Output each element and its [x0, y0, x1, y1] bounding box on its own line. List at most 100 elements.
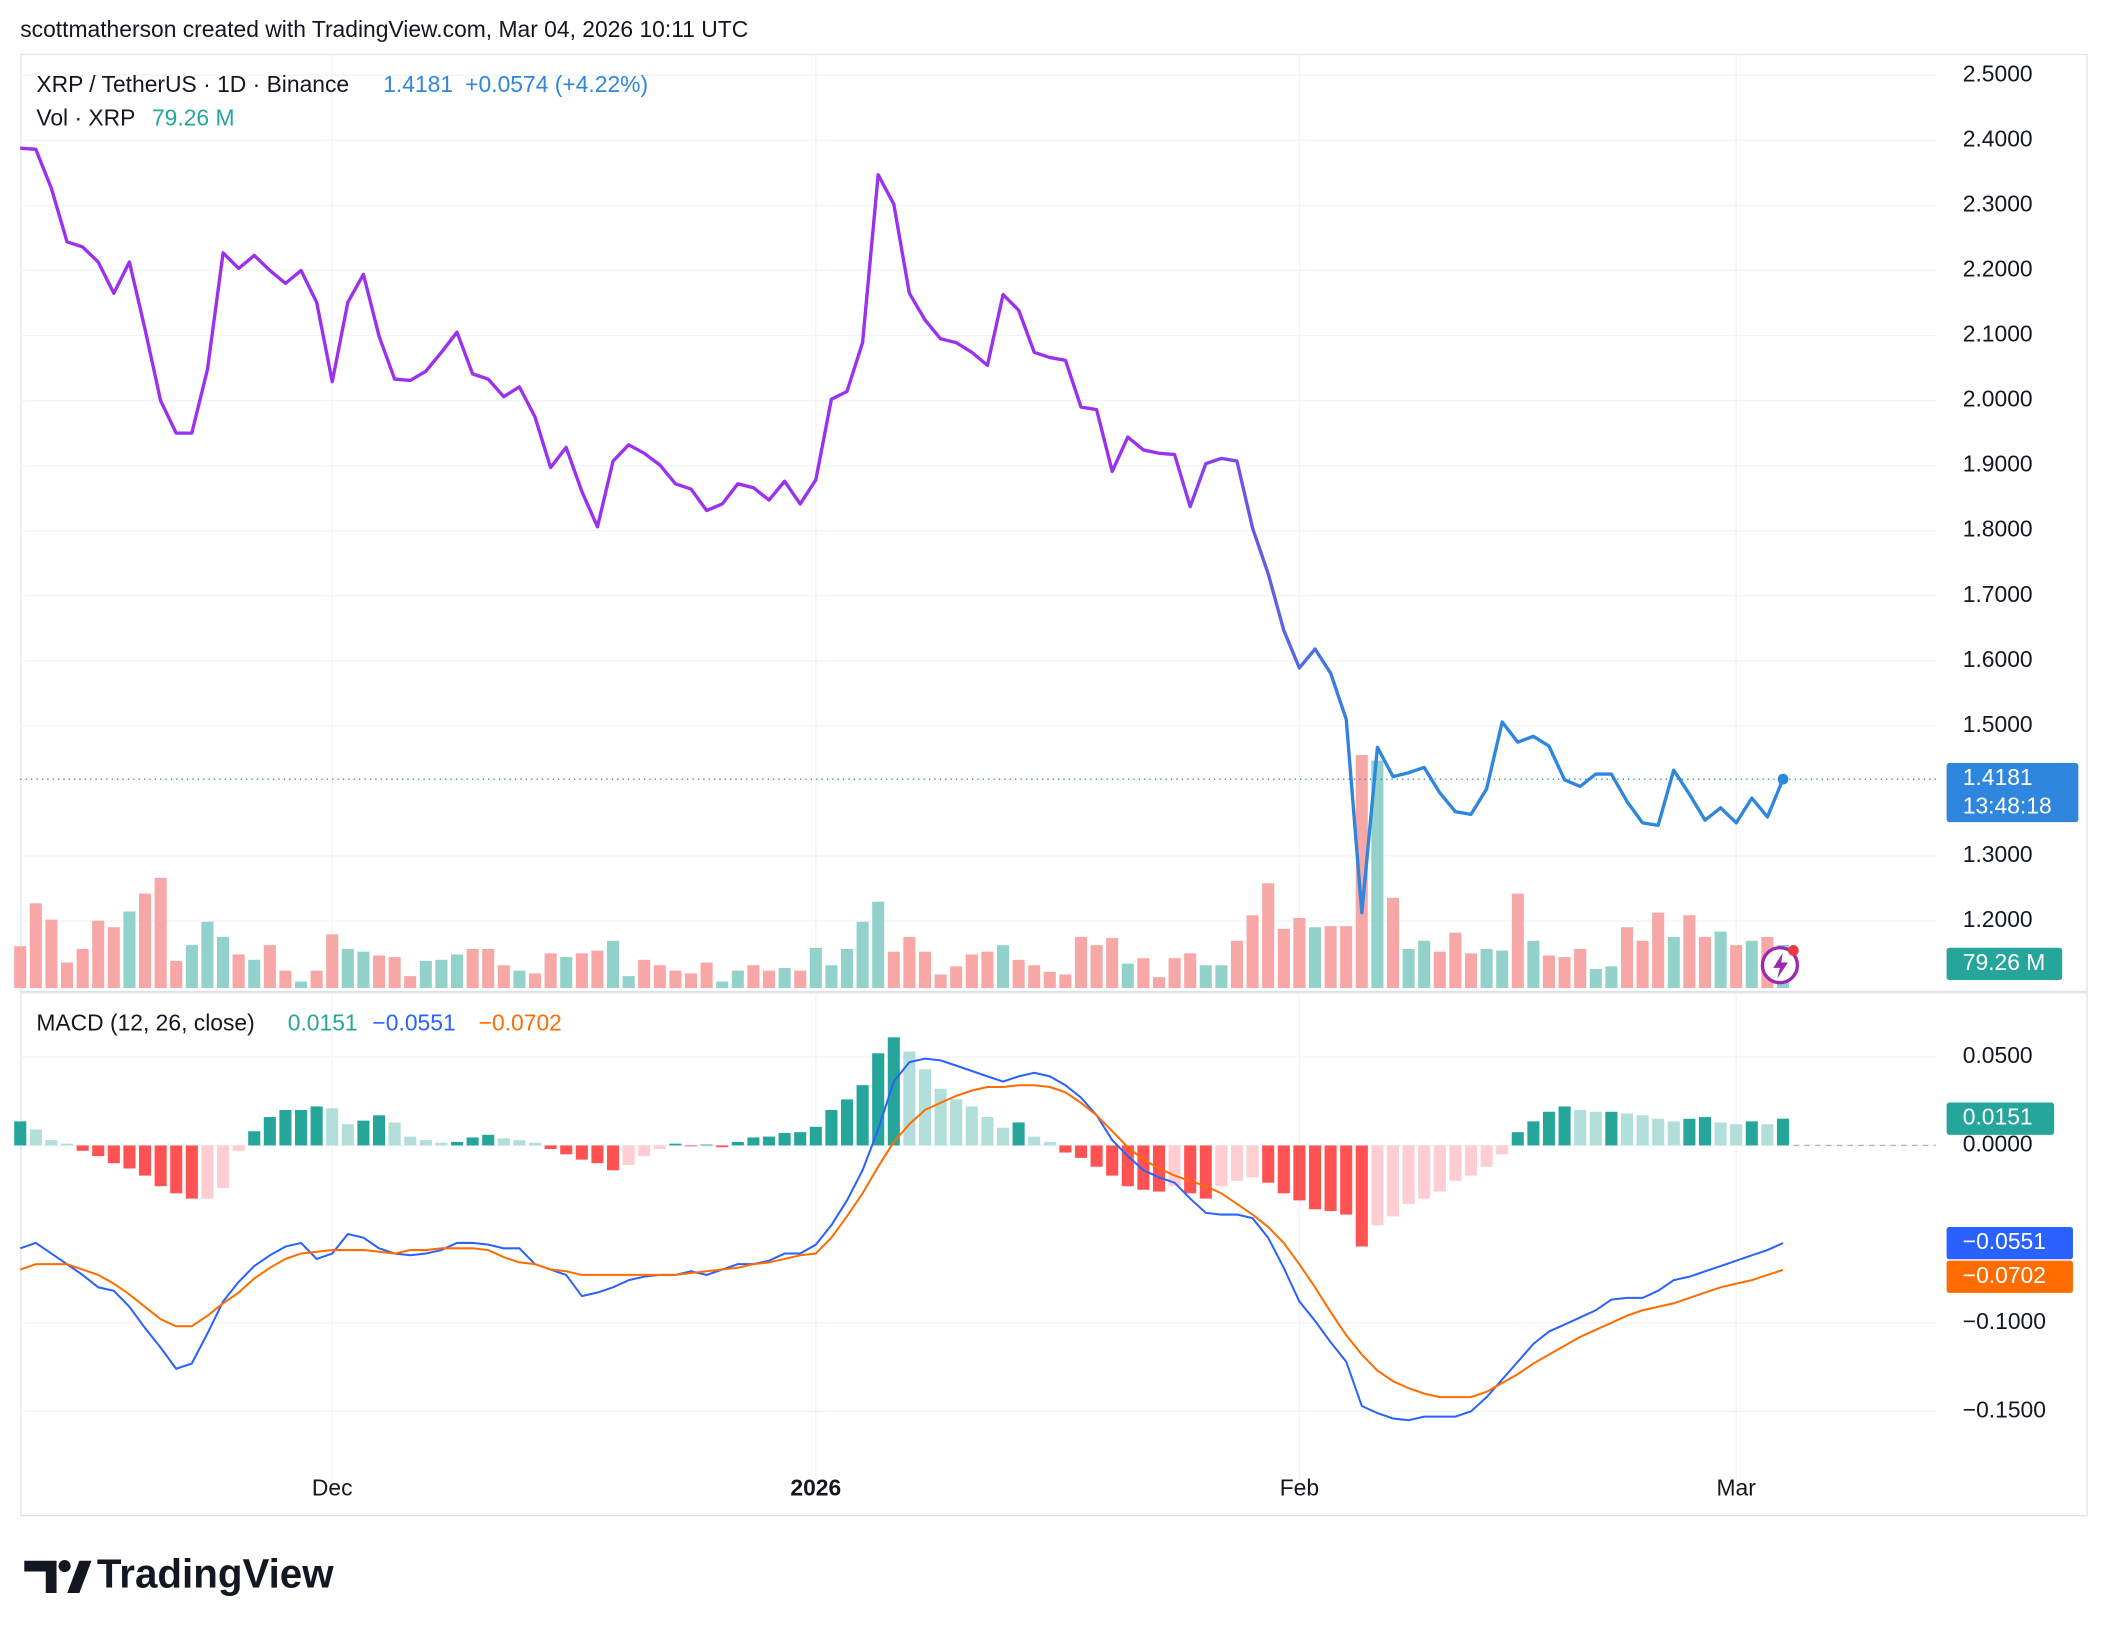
histogram-bar — [1480, 1145, 1493, 1167]
histogram-bar — [1246, 1145, 1259, 1178]
histogram-bar — [1418, 1145, 1431, 1199]
histogram-bar — [248, 1131, 261, 1146]
volume-bar — [1605, 966, 1618, 989]
volume-bar — [450, 954, 464, 989]
y-tick-label: 1.6000 — [1963, 646, 2033, 672]
histogram-bar — [1496, 1145, 1509, 1155]
histogram-bar — [419, 1140, 432, 1146]
volume-bar — [528, 973, 542, 989]
volume-bar — [1152, 977, 1166, 989]
histogram-bar — [622, 1145, 635, 1165]
volume-bar — [825, 965, 838, 989]
volume-bar — [560, 957, 573, 989]
volume-bar — [1230, 940, 1244, 989]
legend-signal: −0.0702 — [479, 1009, 562, 1035]
histogram-bar — [825, 1109, 838, 1146]
volume-bar — [1184, 953, 1197, 989]
histogram-bar — [1402, 1145, 1415, 1204]
volume-bar — [1168, 958, 1181, 989]
volume-bar — [419, 960, 432, 989]
volume-bar — [513, 970, 526, 989]
histogram-bar — [310, 1106, 323, 1146]
labels: 1.2000 1.3000 1.5000 1.6000 1.7000 1.8000 1.90… — [312, 60, 2079, 1501]
volume-bar — [981, 951, 994, 989]
histogram-bar — [154, 1145, 167, 1187]
legend-volume-value: 79.26 M — [152, 105, 235, 131]
histogram-bar — [1386, 1145, 1400, 1217]
marks — [14, 146, 1936, 1422]
histogram-bar — [1761, 1124, 1774, 1146]
series-label-box — [1946, 1260, 2073, 1293]
volume-bar — [716, 981, 729, 989]
volume-bar — [638, 959, 651, 989]
volume-bar — [372, 955, 386, 989]
histogram-bar — [1121, 1145, 1134, 1187]
volume-bar — [1121, 963, 1134, 989]
volume-bar — [1433, 951, 1446, 989]
histogram-bar — [497, 1138, 510, 1146]
histogram-bar — [372, 1115, 386, 1146]
histogram-bar — [107, 1145, 120, 1164]
histogram-bar — [1464, 1145, 1478, 1176]
histogram-bar — [1324, 1145, 1337, 1212]
volume-bar — [216, 937, 230, 989]
volume-bar — [1418, 940, 1431, 989]
histogram-bar — [1527, 1121, 1540, 1146]
histogram-bar — [1262, 1145, 1275, 1183]
histogram-bar — [357, 1120, 370, 1146]
volume-bar — [1355, 755, 1368, 989]
x-tick-label: 2026 — [790, 1475, 841, 1501]
histogram-bar — [1542, 1111, 1556, 1146]
volume-bar — [1496, 950, 1509, 989]
volume-bar — [170, 960, 183, 989]
histogram-bar — [1730, 1124, 1743, 1146]
volume-bar — [1542, 955, 1556, 989]
volume-bar — [76, 948, 89, 989]
volume-bar — [185, 945, 198, 989]
volume-bar — [669, 970, 682, 989]
volume-bar — [1340, 926, 1353, 989]
histogram-bar — [544, 1145, 557, 1149]
volume-bar — [1090, 945, 1103, 989]
volume-bar — [840, 948, 854, 989]
histogram-bar — [1449, 1145, 1462, 1181]
histogram-bar — [1199, 1145, 1212, 1199]
volume-bar — [809, 947, 822, 989]
legend-change: +0.0574 (+4.22%) — [465, 71, 648, 97]
price-label-box — [1946, 763, 2079, 823]
y-tick-label: 2.4000 — [1963, 125, 2033, 151]
histogram-label-box — [1946, 1102, 2055, 1135]
grid — [20, 53, 1936, 1479]
volume-bar — [1262, 883, 1275, 989]
volume-bar — [794, 970, 807, 989]
histogram-bar — [1277, 1145, 1290, 1194]
countdown-label: 13:48:18 — [1963, 792, 2052, 818]
volume-bar — [1745, 940, 1758, 989]
volume-label: 79.26 M — [1963, 949, 2046, 975]
volume-bar — [1480, 948, 1493, 989]
price-label: 1.4181 — [1963, 764, 2033, 790]
volume-bar — [1620, 927, 1634, 989]
histogram-bar — [981, 1117, 994, 1146]
histogram-bar — [1683, 1118, 1696, 1146]
volume-bar — [1074, 937, 1088, 989]
histogram-bar — [201, 1145, 214, 1199]
histogram-bar — [341, 1124, 354, 1146]
volume-bar — [1667, 937, 1680, 989]
volume-bar — [310, 970, 323, 989]
volume-bar — [1464, 953, 1478, 989]
histogram-bar — [185, 1145, 198, 1199]
series-label-box — [1946, 1226, 2073, 1260]
histogram-bar — [1636, 1115, 1649, 1146]
volume-bar — [1137, 958, 1150, 989]
y-tick-label: 2.1000 — [1963, 321, 2033, 347]
histogram-bar — [1074, 1145, 1088, 1158]
y-tick-label: 0.0000 — [1963, 1130, 2033, 1156]
volume-bar — [1636, 940, 1649, 989]
histogram-bar — [123, 1145, 136, 1169]
histogram-bar — [1433, 1145, 1446, 1192]
histogram-bar — [1745, 1121, 1758, 1146]
volume-bar — [435, 959, 448, 989]
histogram-bar — [560, 1145, 573, 1155]
histogram-bar — [1605, 1111, 1618, 1146]
